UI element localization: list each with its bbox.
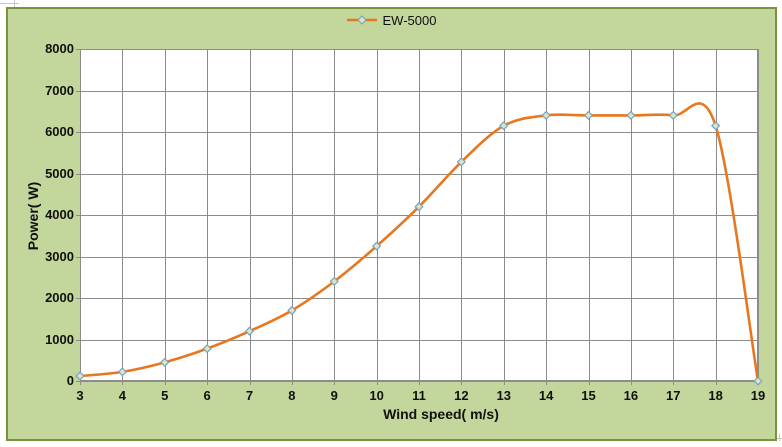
data-point-marker[interactable] [202,343,212,354]
x-axis-tick-label: 17 [666,388,681,403]
data-point-marker[interactable] [583,110,594,121]
data-point-marker[interactable] [499,121,509,131]
data-point-marker[interactable] [456,157,467,167]
x-axis-tick-label: 9 [330,388,338,403]
data-point-marker[interactable] [541,110,551,121]
x-axis-tick-label: 19 [750,388,766,403]
data-point-marker[interactable] [753,376,763,386]
y-axis-tick-label: 0 [66,373,74,388]
legend-label: EW-5000 [382,12,437,28]
x-axis-tick-label: 6 [203,388,211,403]
x-axis-tick-label: 3 [76,388,84,403]
x-axis-tick-label: 7 [245,388,254,403]
y-axis-tick-label: 5000 [45,165,74,181]
x-axis-tick-label: 11 [412,388,426,403]
cell-gridline [779,434,780,441]
x-axis-tick-label: 12 [454,388,469,403]
x-axis-title: Wind speed( m/s) [383,406,499,422]
legend-series-marker-icon [346,15,377,25]
data-point-marker[interactable] [117,367,128,377]
y-axis-tick-label: 4000 [45,207,74,222]
legend-diamond-icon [356,15,367,25]
data-point-marker[interactable] [371,241,382,251]
x-axis-tick-label: 10 [369,388,384,403]
y-axis-tick-label: 2000 [45,290,74,305]
data-point-marker[interactable] [626,110,636,121]
legend[interactable]: EW-5000 [0,11,782,29]
x-axis-tick-label: 15 [581,388,596,403]
cell-gridline [0,3,19,4]
x-axis-tick-label: 13 [496,388,511,403]
plot-border [80,49,758,381]
y-axis-tick-label: 3000 [45,248,74,264]
cell-gridline [14,0,15,8]
data-point-marker[interactable] [414,202,424,212]
data-point-marker[interactable] [710,121,721,131]
x-axis-tick-label: 16 [623,388,639,403]
y-axis-tick-label: 1000 [45,331,74,347]
x-axis-tick-label: 5 [161,388,169,403]
x-axis-tick-label: 18 [708,388,723,403]
data-point-marker[interactable] [329,276,339,287]
x-axis-tick-label: 8 [288,388,296,403]
cell-gridline [775,438,782,439]
data-point-marker[interactable] [244,326,255,336]
data-point-marker[interactable] [160,357,170,367]
x-axis-tick-label: 4 [118,388,126,403]
y-axis-tick-label: 8000 [45,41,74,56]
data-point-marker[interactable] [287,305,297,316]
y-axis-tick-label: 6000 [45,124,74,139]
data-point-marker[interactable] [668,110,678,121]
x-axis-tick-label: 14 [538,388,554,403]
y-axis-tick-label: 7000 [45,82,74,98]
data-point-marker[interactable] [75,371,85,381]
